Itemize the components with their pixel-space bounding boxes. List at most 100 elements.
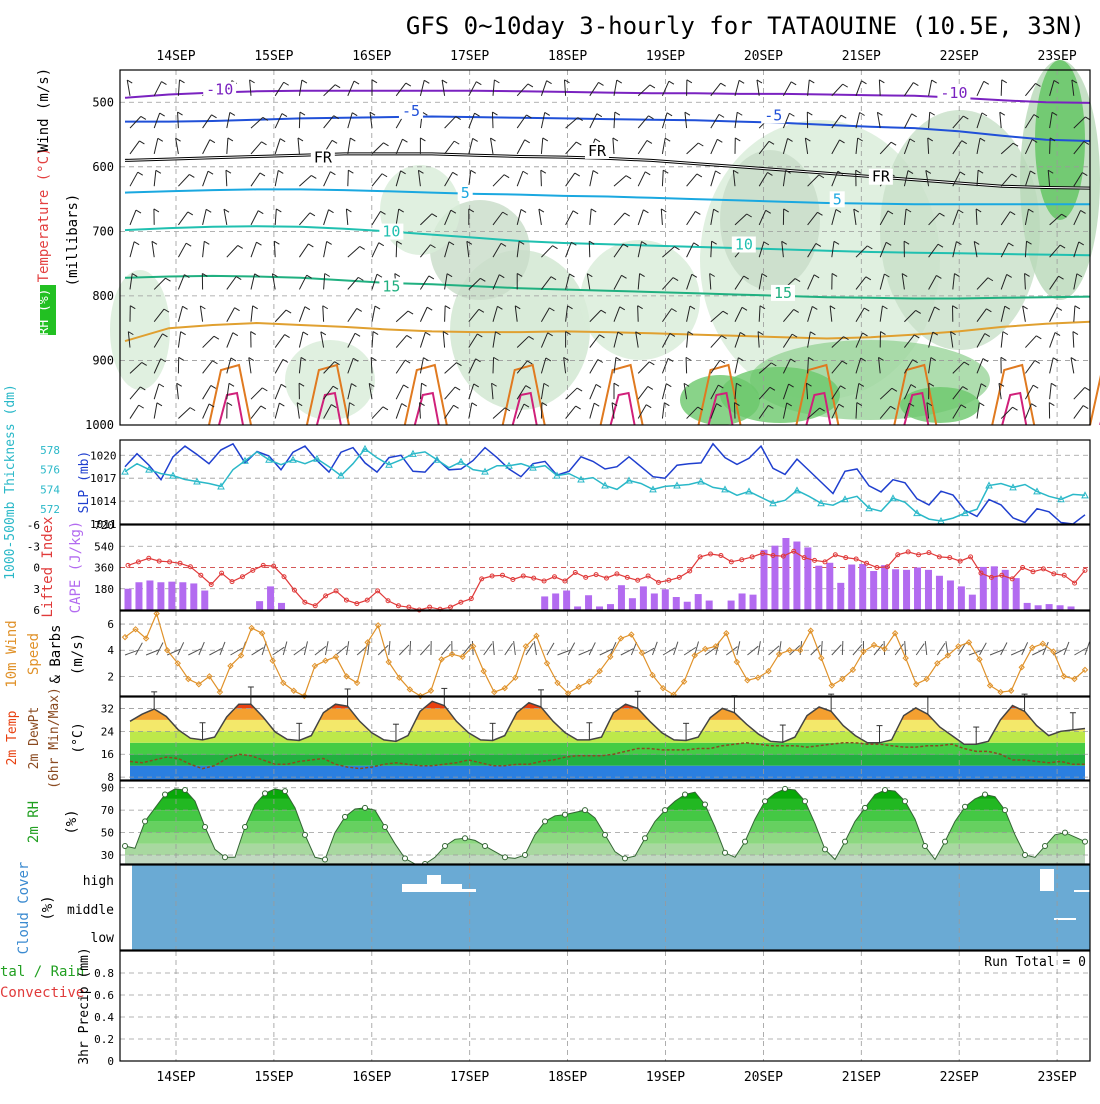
surface-wind-barb (441, 644, 450, 655)
rh-marker (183, 787, 188, 792)
cape-bar (750, 595, 757, 610)
temperature-label: Temperature (°C) (36, 148, 52, 283)
rh-marker (543, 819, 548, 824)
wind-label: Wind (m/s) (36, 68, 52, 152)
cape-bar (673, 597, 680, 610)
date-label-top: 23SEP (1038, 49, 1077, 64)
cape-bar (804, 547, 811, 610)
wind-label-b: Speed (26, 633, 42, 675)
rh-marker (663, 808, 668, 813)
wind-barb (445, 306, 446, 322)
surface-wind-barb (493, 641, 494, 655)
rh-marker (1003, 808, 1008, 813)
cape-bar (1057, 605, 1064, 610)
surface-wind-barb (937, 643, 945, 655)
rh-tick: 50 (101, 827, 114, 840)
precip-tick: 0.8 (94, 967, 114, 980)
temp-band (120, 731, 1090, 742)
rh-marker (463, 836, 468, 841)
contour-label: -10 (206, 81, 233, 99)
rh-marker (1083, 839, 1088, 844)
wind-speed-line (125, 614, 1085, 696)
surface-wind-barb (1001, 643, 1007, 655)
li-tick: -6 (27, 519, 40, 532)
cape-bar (936, 576, 943, 610)
surface-wind-barb (325, 641, 328, 655)
pressure-unit-label: (millibars) (65, 194, 81, 287)
date-label-top: 21SEP (842, 49, 881, 64)
rh-marker (303, 832, 308, 837)
date-label-bottom: 20SEP (744, 1070, 783, 1085)
rh-marker (383, 824, 388, 829)
wind-barb (299, 112, 300, 128)
thickness-tick: 572 (40, 503, 60, 516)
date-label-bottom: 22SEP (940, 1070, 979, 1085)
rh-marker (1043, 844, 1048, 849)
pressure-tick: 600 (92, 160, 114, 174)
pressure-tick: 1000 (85, 418, 114, 432)
rh-marker (403, 856, 408, 861)
cape-bar (1035, 605, 1042, 610)
wind-barb (348, 170, 349, 186)
cape-bar (914, 568, 921, 611)
wind-barb (734, 403, 735, 419)
cape-bar (859, 564, 866, 610)
surface-wind-barb (589, 642, 595, 655)
run-total-label: Run Total = 0 (984, 955, 1086, 970)
cape-bar (179, 582, 186, 610)
date-label-top: 18SEP (548, 49, 587, 64)
rh-marker (443, 844, 448, 849)
slp-label: SLP (mb) (77, 451, 92, 514)
surface-wind-barb (534, 641, 536, 655)
cape-bar (135, 582, 142, 610)
cape-bar (848, 565, 855, 610)
cape-bar (278, 603, 285, 610)
surface-wind-barb (747, 646, 758, 655)
cape-bar (607, 604, 614, 610)
surface-wind-barb (178, 642, 184, 655)
rh-tick: 70 (101, 804, 114, 817)
pressure-tick: 800 (92, 289, 114, 303)
cape-bar (563, 591, 570, 610)
date-label-top: 14SEP (156, 49, 195, 64)
cape-bar (761, 550, 768, 610)
precip-tick: 0.6 (94, 989, 114, 1002)
date-label-bottom: 14SEP (156, 1070, 195, 1085)
rh-band (120, 844, 1090, 855)
contour-label: 5 (461, 184, 470, 202)
precip-tick: 0.2 (94, 1033, 114, 1046)
temp-label-a: 2m Temp (5, 710, 20, 765)
rh-marker (883, 787, 888, 792)
cape-bar (552, 593, 559, 610)
rh-marker (503, 855, 508, 860)
cape-bar (903, 570, 910, 610)
rh-marker (343, 814, 348, 819)
temp-tick: 32 (101, 702, 114, 715)
contour-label: 5 (833, 190, 842, 208)
cape-bar (651, 593, 658, 610)
date-label-top: 15SEP (254, 49, 293, 64)
cape-bar (168, 582, 175, 610)
chart-title: GFS 0~10day 3-hourly for TATAOUINE (10.5… (406, 12, 1085, 40)
rh-label-a: 2m RH (26, 801, 42, 843)
rh-marker (123, 844, 128, 849)
thickness-line (125, 449, 1085, 521)
pressure-tick: 500 (92, 95, 114, 109)
wind-barb (589, 241, 590, 257)
cape-bar (837, 583, 844, 610)
slp-tick: 1017 (90, 472, 117, 485)
rh-marker (923, 844, 928, 849)
surface-wind-barb (1074, 648, 1086, 655)
surface-wind-barb (916, 644, 924, 655)
rh-marker (1023, 853, 1028, 858)
surface-wind-barb (484, 644, 492, 655)
contour-label: 10 (382, 223, 400, 241)
cloud-patch (441, 884, 461, 892)
rh-marker (363, 805, 368, 810)
surface-wind-barb (347, 641, 349, 655)
rh-marker (743, 839, 748, 844)
wind-barb (541, 170, 542, 186)
cape-bar (782, 538, 789, 610)
